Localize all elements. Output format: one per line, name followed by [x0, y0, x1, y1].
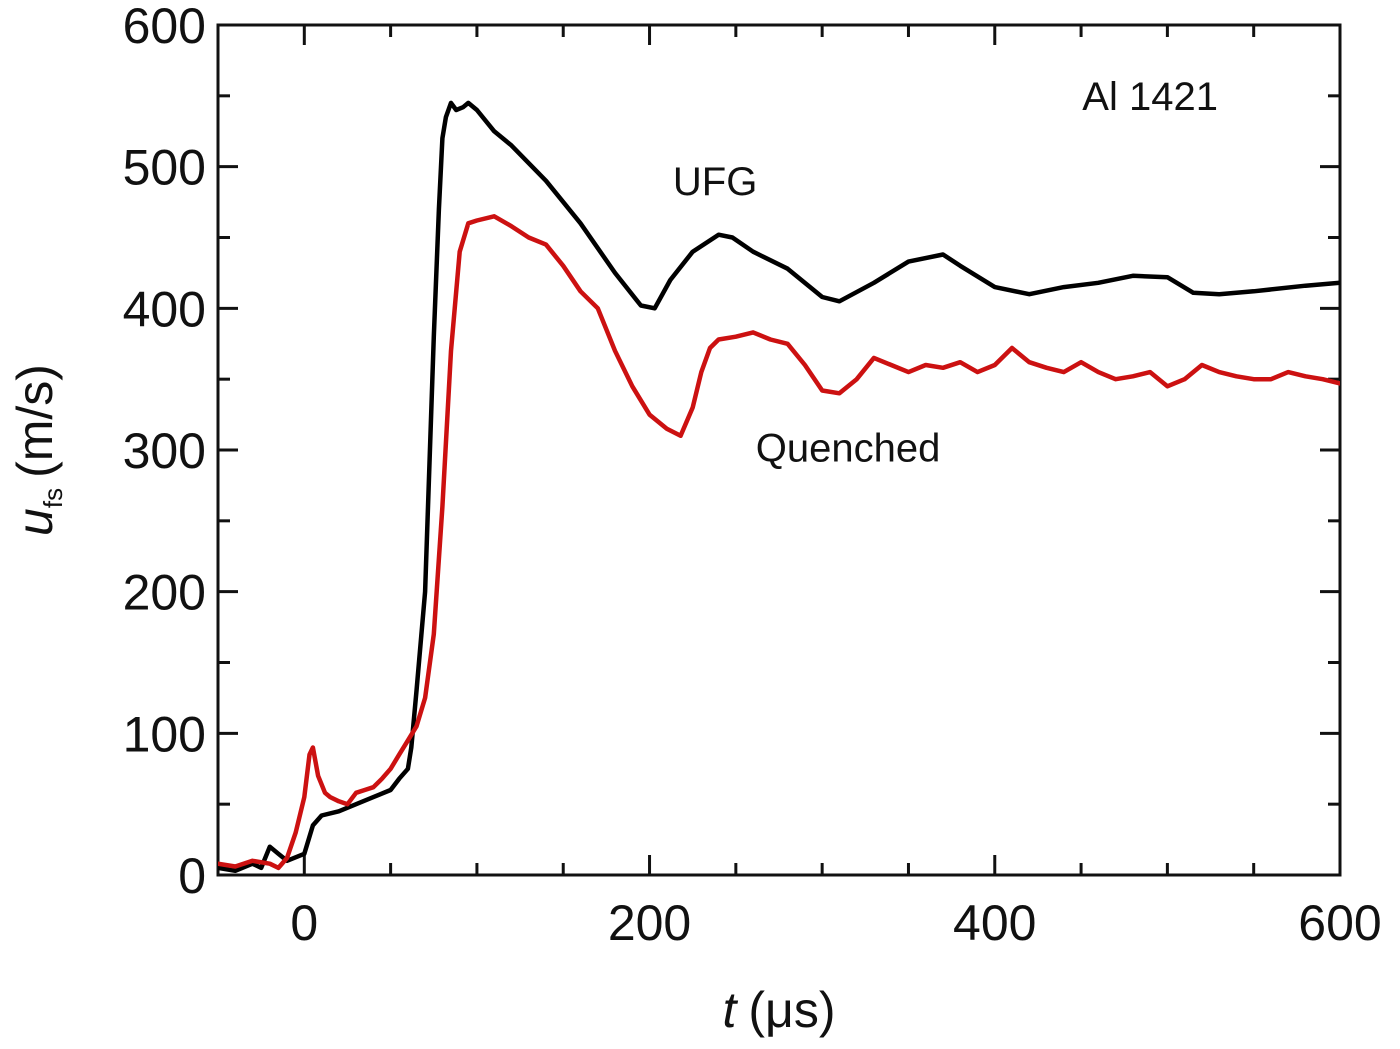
annotation-label: Quenched	[756, 426, 941, 470]
y-tick-label: 600	[123, 0, 206, 54]
annotation-label: UFG	[673, 160, 757, 204]
y-axis-unit: (m/s)	[7, 364, 63, 478]
series-line-quenched	[218, 214, 1340, 871]
x-axis-unit: (μs)	[748, 982, 835, 1038]
x-tick-label: 400	[953, 895, 1036, 951]
series-line-ufg	[218, 100, 1340, 874]
x-tick-label: 200	[608, 895, 691, 951]
y-axis-symbol: u	[7, 508, 63, 536]
y-tick-label: 300	[123, 423, 206, 479]
series-layer	[218, 100, 1340, 874]
axis-tick-labels: 0 200 400 600 0 100 200 300 400 500 600	[123, 0, 1382, 951]
x-axis-label: t (μs)	[722, 982, 835, 1038]
axis-ticks	[218, 23, 1342, 877]
y-tick-label: 500	[123, 140, 206, 196]
y-axis-subscript: fs	[38, 488, 68, 508]
annotations: Al 1421 UFG Quenched	[673, 75, 1218, 470]
y-axis-label-group: ufs (m/s)	[7, 364, 68, 536]
x-tick-label: 0	[290, 895, 318, 951]
y-axis-label: ufs (m/s)	[7, 364, 68, 536]
x-tick-label: 600	[1298, 895, 1381, 951]
y-tick-label: 400	[123, 281, 206, 337]
annotation-label: Al 1421	[1082, 75, 1218, 119]
x-axis-symbol: t	[722, 982, 738, 1038]
y-tick-label: 100	[123, 706, 206, 762]
y-tick-label: 0	[178, 848, 206, 904]
y-tick-label: 200	[123, 565, 206, 621]
